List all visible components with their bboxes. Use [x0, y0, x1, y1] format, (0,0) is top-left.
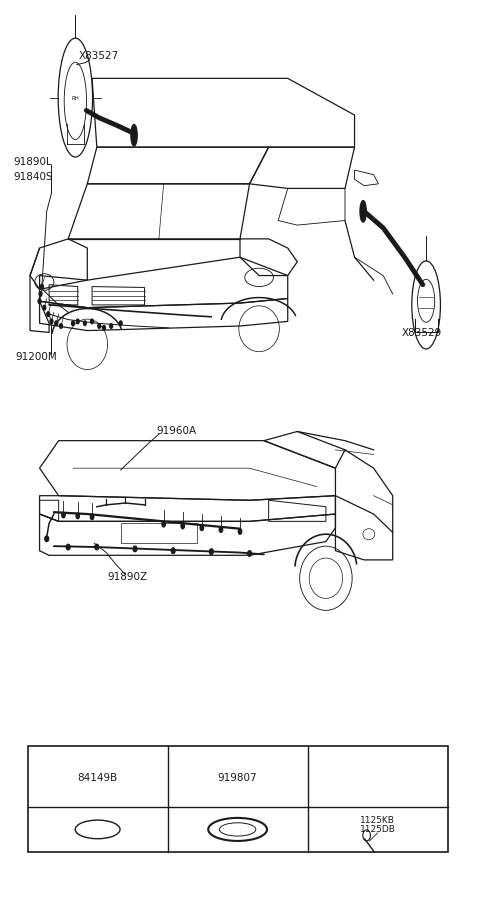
Text: 1125DB: 1125DB — [360, 824, 396, 834]
Ellipse shape — [45, 537, 48, 542]
Ellipse shape — [360, 201, 366, 222]
Ellipse shape — [84, 322, 86, 326]
Text: 91890Z: 91890Z — [108, 572, 147, 582]
Ellipse shape — [91, 320, 94, 324]
Ellipse shape — [133, 547, 137, 552]
Ellipse shape — [90, 515, 94, 520]
Text: X83529: X83529 — [401, 328, 442, 338]
Ellipse shape — [131, 125, 137, 147]
Ellipse shape — [62, 513, 65, 518]
Ellipse shape — [162, 522, 165, 528]
Ellipse shape — [38, 300, 41, 304]
Ellipse shape — [43, 306, 46, 311]
Text: 84149B: 84149B — [77, 772, 118, 782]
Bar — [120, 524, 197, 544]
Text: 919807: 919807 — [218, 772, 257, 782]
Ellipse shape — [239, 529, 241, 535]
Text: 1125KB: 1125KB — [360, 815, 395, 824]
Ellipse shape — [76, 514, 79, 519]
Ellipse shape — [219, 528, 223, 533]
Ellipse shape — [103, 326, 106, 331]
Text: RH: RH — [72, 96, 79, 101]
Ellipse shape — [98, 324, 101, 329]
Bar — [28, 746, 447, 852]
Ellipse shape — [47, 312, 49, 317]
Ellipse shape — [40, 285, 43, 289]
Text: 91840S: 91840S — [13, 172, 53, 182]
Ellipse shape — [171, 549, 175, 554]
Text: 91960A: 91960A — [156, 425, 197, 436]
Ellipse shape — [66, 545, 70, 550]
Ellipse shape — [248, 551, 252, 557]
Ellipse shape — [50, 320, 53, 324]
Ellipse shape — [76, 320, 79, 324]
Ellipse shape — [209, 550, 213, 555]
Ellipse shape — [200, 526, 204, 531]
Ellipse shape — [55, 322, 58, 326]
Ellipse shape — [95, 545, 99, 550]
Text: 91200M: 91200M — [16, 352, 58, 362]
Ellipse shape — [39, 292, 42, 297]
Ellipse shape — [181, 524, 184, 529]
Ellipse shape — [60, 324, 62, 329]
Ellipse shape — [110, 324, 113, 329]
Text: 91890L: 91890L — [13, 157, 52, 166]
Text: X83527: X83527 — [79, 51, 119, 62]
Ellipse shape — [119, 322, 122, 326]
Ellipse shape — [72, 322, 74, 326]
